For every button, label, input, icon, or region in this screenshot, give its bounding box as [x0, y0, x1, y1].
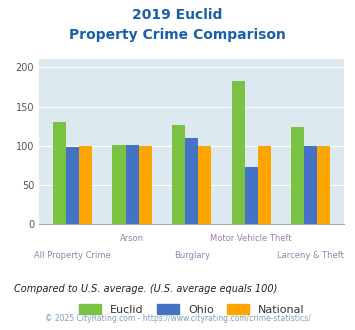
Text: © 2025 CityRating.com - https://www.cityrating.com/crime-statistics/: © 2025 CityRating.com - https://www.city…: [45, 314, 310, 323]
Bar: [317, 146, 331, 224]
Text: Arson: Arson: [120, 234, 144, 243]
Bar: [172, 125, 185, 224]
Text: Compared to U.S. average. (U.S. average equals 100): Compared to U.S. average. (U.S. average …: [14, 284, 278, 294]
Bar: [291, 127, 304, 224]
Bar: [258, 146, 271, 224]
Text: 2019 Euclid: 2019 Euclid: [132, 8, 223, 22]
Text: Burglary: Burglary: [174, 251, 210, 260]
Bar: [126, 145, 139, 224]
Bar: [304, 146, 317, 224]
Bar: [198, 146, 211, 224]
Bar: [53, 122, 66, 224]
Text: Property Crime Comparison: Property Crime Comparison: [69, 28, 286, 42]
Text: Motor Vehicle Theft: Motor Vehicle Theft: [211, 234, 292, 243]
Bar: [139, 146, 152, 224]
Text: All Property Crime: All Property Crime: [34, 251, 111, 260]
Legend: Euclid, Ohio, National: Euclid, Ohio, National: [74, 299, 309, 319]
Text: Larceny & Theft: Larceny & Theft: [277, 251, 344, 260]
Bar: [79, 146, 92, 224]
Bar: [113, 145, 126, 224]
Bar: [231, 82, 245, 224]
Bar: [66, 148, 79, 224]
Bar: [185, 138, 198, 224]
Bar: [245, 167, 258, 224]
